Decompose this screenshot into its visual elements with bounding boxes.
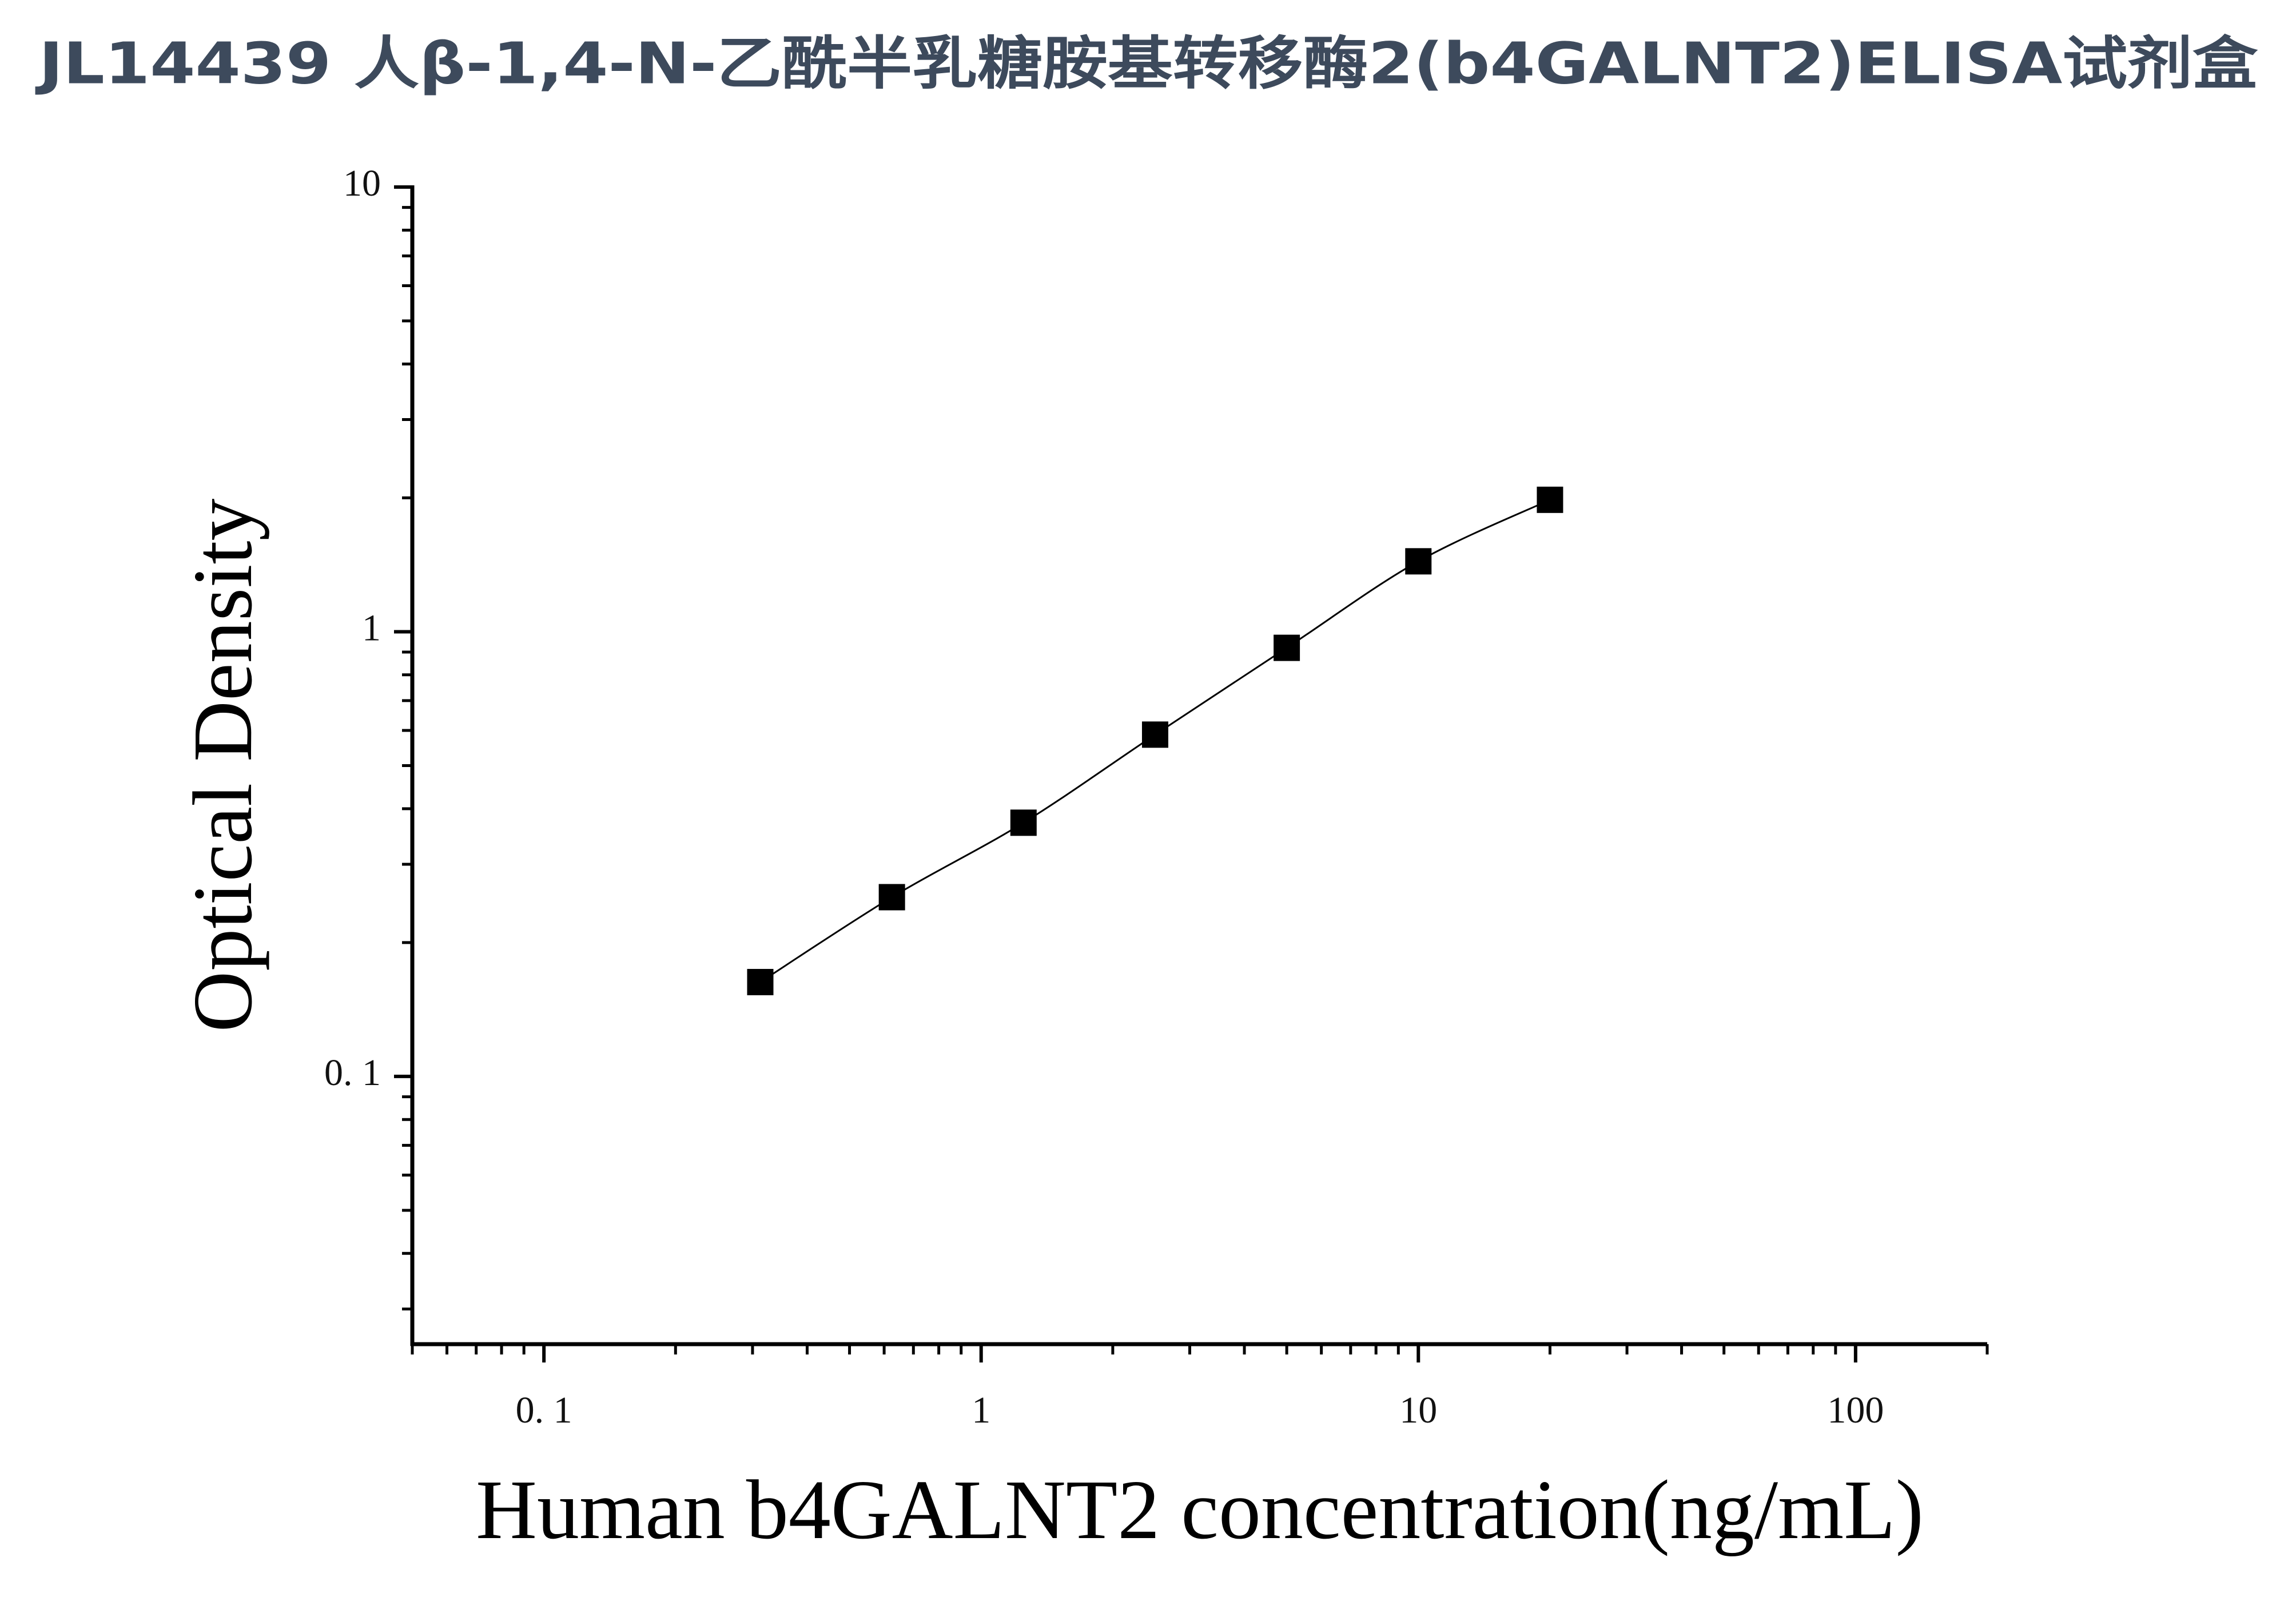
point xyxy=(1274,634,1300,661)
x-tick-label: 0. 1 xyxy=(516,1389,572,1431)
point xyxy=(1010,809,1037,836)
x-tick-label: 100 xyxy=(1827,1389,1884,1431)
point xyxy=(1141,721,1168,748)
point xyxy=(878,884,905,911)
x-axis-label: Human b4GALNT2 concentration(ng/mL) xyxy=(476,1463,1924,1557)
point xyxy=(747,968,774,995)
y-tick-label: 1 xyxy=(362,607,381,649)
y-tick-label: 10 xyxy=(343,162,381,204)
y-axis-label: Optical Density xyxy=(176,498,270,1032)
x-tick-label: 10 xyxy=(1399,1389,1437,1431)
chart-title: JL14439 人β-1,4-N-乙酰半乳糖胺基转移酶2(b4GALNT2)EL… xyxy=(35,30,2258,97)
y-tick-label: 0. 1 xyxy=(324,1052,381,1094)
point xyxy=(1537,486,1563,513)
x-tick-label: 1 xyxy=(972,1389,990,1431)
point xyxy=(1405,548,1432,575)
